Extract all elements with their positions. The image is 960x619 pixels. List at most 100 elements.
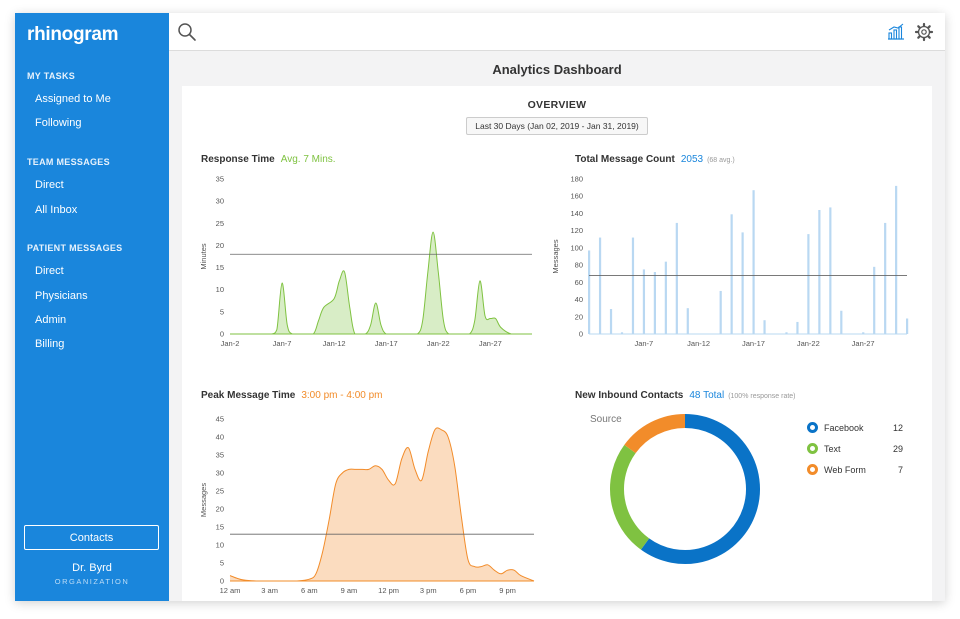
message-count-heading: Total Message Count 2053 (68 avg.): [575, 154, 735, 165]
legend-count-text: 29: [892, 444, 903, 454]
message-count-bar: [807, 234, 810, 334]
rhinogram-logo[interactable]: rhinogram: [27, 24, 119, 45]
peak-time-ytick-label: 20: [216, 505, 224, 514]
text-dot-icon: [807, 443, 818, 454]
message-count-bar: [884, 222, 887, 334]
message-count-bar: [664, 261, 667, 334]
peak-time-area-fill: [230, 427, 534, 581]
message-count-ylabel: Messages: [551, 239, 560, 273]
overview-card: OVERVIEW Last 30 Days (Jan 02, 2019 - Ja…: [182, 86, 932, 601]
inbound-sub: (100% response rate): [728, 393, 796, 400]
analytics-icon[interactable]: [886, 22, 906, 42]
response-time-chart: 0 5 10 15 20 25 30 35 Jan-2 Jan-7 Jan-12 Jan-17 Jan-…: [199, 175, 532, 348]
peak-time-xtick-label: 3 pm: [420, 586, 437, 595]
message-count-ytick-label: 180: [570, 175, 583, 184]
legend-label-text: Text: [824, 444, 841, 454]
peak-time-ytick-label: 40: [216, 433, 224, 442]
peak-time-title: Peak Message Time: [201, 390, 296, 401]
nav-item-physicians[interactable]: Physicians: [35, 290, 88, 302]
message-count-bar: [609, 309, 613, 334]
peak-time-ytick-label: 10: [216, 541, 224, 550]
response-time-xtick-label: Jan-2: [221, 339, 240, 348]
peak-time-ytick-label: 5: [220, 559, 224, 568]
nav-item-team-direct[interactable]: Direct: [35, 179, 64, 191]
peak-time-stat: 3:00 pm - 4:00 pm: [301, 390, 383, 401]
message-count-bar: [829, 207, 832, 334]
legend-item-web-form[interactable]: Web Form 7: [807, 463, 907, 484]
nav-item-patient-direct[interactable]: Direct: [35, 265, 64, 277]
peak-time-xtick-label: 9 pm: [499, 586, 516, 595]
nav-item-billing[interactable]: Billing: [35, 338, 65, 350]
nav-heading-team-messages: TEAM MESSAGES: [27, 157, 110, 167]
peak-time-heading: Peak Message Time 3:00 pm - 4:00 pm: [201, 390, 382, 401]
message-count-xtick-label: Jan-22: [797, 339, 820, 348]
peak-time-chart: 0 5 10 15 20 25 30 35 40 45 12 am 3 am 6 am 9 am 12 pm…: [199, 415, 535, 595]
message-count-ytick-label: 120: [570, 226, 583, 235]
message-count-bar: [785, 332, 788, 334]
message-count-xtick-label: Jan-17: [742, 339, 765, 348]
message-count-ytick-label: 80: [575, 261, 583, 270]
message-count-bar: [818, 210, 821, 334]
response-time-ytick-label: 25: [216, 219, 224, 228]
peak-time-xtick-label: 12 am: [220, 586, 241, 595]
web-form-dot-icon: [807, 464, 818, 475]
sidebar: rhinogram MY TASKS Assigned to Me Follow…: [15, 13, 169, 601]
legend-item-text[interactable]: Text 29: [807, 442, 907, 463]
response-time-xtick-label: Jan-7: [273, 339, 292, 348]
message-count-bar: [763, 320, 766, 334]
message-count-bar: [588, 250, 591, 334]
message-count-bar: [653, 272, 656, 334]
search-icon[interactable]: [177, 22, 197, 42]
inbound-title: New Inbound Contacts: [575, 390, 684, 401]
message-count-bar: [906, 318, 909, 334]
peak-time-xtick-label: 6 pm: [460, 586, 477, 595]
peak-time-ylabel: Messages: [199, 483, 208, 517]
peak-time-xtick-label: 12 pm: [378, 586, 399, 595]
gear-icon[interactable]: [914, 22, 934, 42]
legend-count-facebook: 12: [892, 423, 903, 433]
response-time-ytick-label: 20: [216, 241, 224, 250]
message-count-bar: [598, 237, 602, 334]
nav-heading-my-tasks: MY TASKS: [27, 71, 76, 81]
nav-item-following[interactable]: Following: [35, 117, 82, 129]
user-name[interactable]: Dr. Byrd: [72, 562, 112, 574]
response-time-ytick-label: 5: [220, 307, 224, 316]
response-time-series-line: [229, 231, 532, 335]
overview-title: OVERVIEW: [527, 99, 587, 111]
inbound-slice-web-form: [624, 414, 686, 454]
message-count-title: Total Message Count: [575, 154, 675, 165]
message-count-bar: [730, 214, 733, 334]
message-count-bar: [631, 237, 635, 334]
message-count-sub: (68 avg.): [707, 157, 735, 164]
peak-time-series-line: [229, 427, 535, 582]
nav-item-admin[interactable]: Admin: [35, 314, 67, 326]
inbound-legend: Facebook 12 Text 29 Web Form 7: [807, 421, 907, 484]
peak-time-ytick-label: 35: [216, 451, 224, 460]
inbound-stat: 48 Total: [689, 390, 725, 401]
legend-label-web-form: Web Form: [824, 465, 866, 475]
app-window: rhinogram MY TASKS Assigned to Me Follow…: [15, 13, 945, 601]
response-time-stat: Avg. 7 Mins.: [280, 154, 336, 165]
message-count-bar: [895, 185, 898, 334]
response-time-ylabel: Minutes: [199, 243, 208, 270]
legend-count-web-form: 7: [897, 465, 903, 475]
nav-item-assigned-to-me[interactable]: Assigned to Me: [35, 93, 111, 105]
peak-time-xtick-label: 9 am: [341, 586, 358, 595]
response-time-area-fill: [230, 232, 532, 334]
message-count-bar: [840, 310, 843, 334]
contacts-button[interactable]: Contacts: [24, 525, 159, 550]
message-count-ytick-label: 100: [570, 243, 583, 252]
legend-item-facebook[interactable]: Facebook 12: [807, 421, 907, 442]
message-count-ytick-label: 40: [575, 295, 583, 304]
page-title: Analytics Dashboard: [492, 62, 622, 77]
peak-time-ytick-label: 25: [216, 487, 224, 496]
message-count-xtick-label: Jan-12: [687, 339, 710, 348]
inbound-slice-text: [610, 444, 650, 550]
date-range-selector[interactable]: Last 30 Days (Jan 02, 2019 - Jan 31, 201…: [466, 117, 648, 135]
nav-item-all-inbox[interactable]: All Inbox: [35, 204, 78, 216]
peak-time-ytick-label: 45: [216, 415, 224, 424]
response-time-ytick-label: 35: [216, 175, 224, 184]
response-time-xtick-label: Jan-12: [323, 339, 346, 348]
inbound-donut-chart: [610, 414, 760, 564]
message-count-bar: [675, 222, 678, 334]
